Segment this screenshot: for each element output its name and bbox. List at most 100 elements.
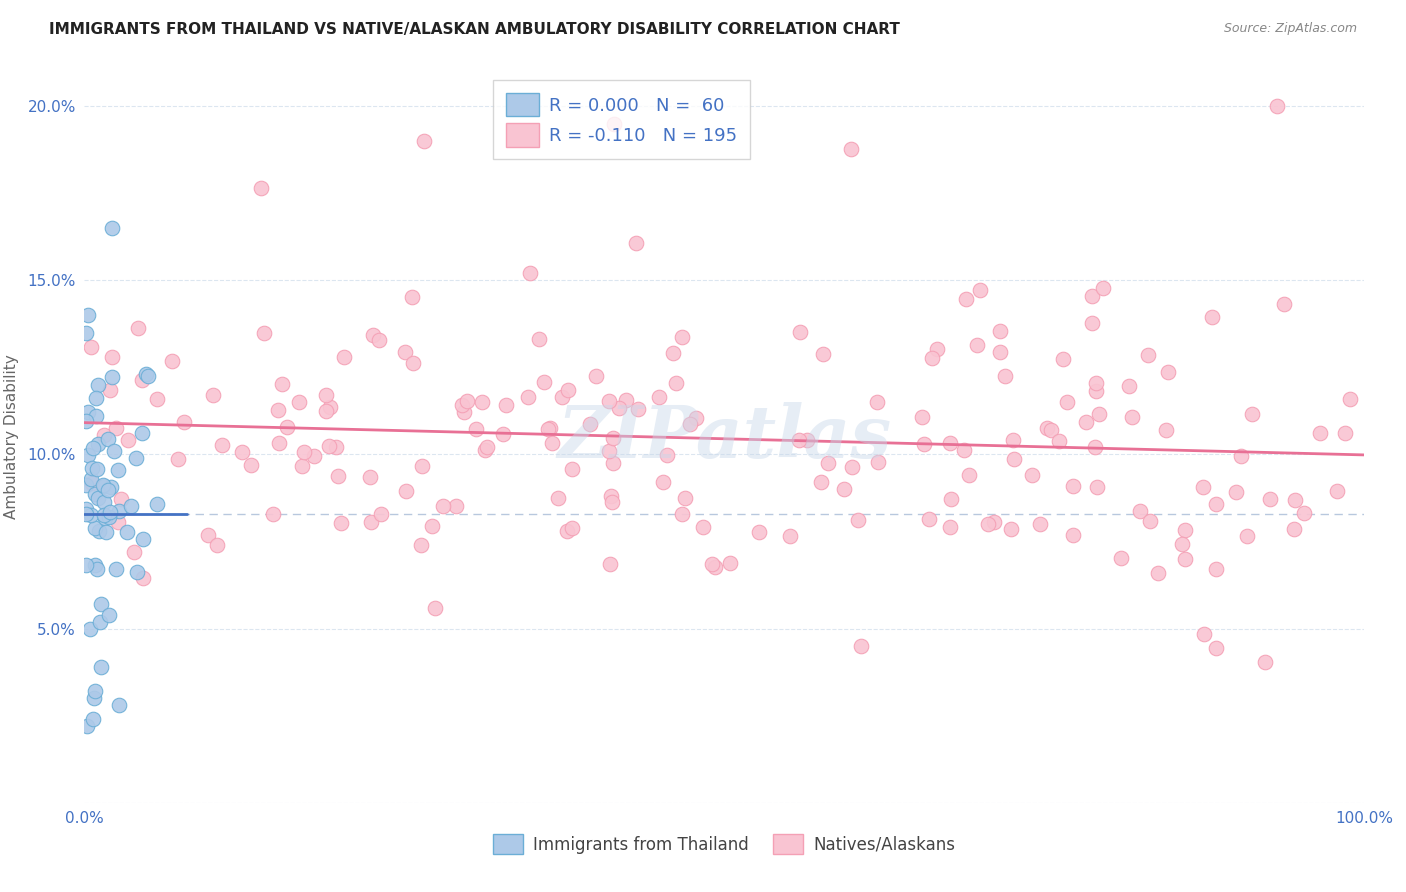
Point [82,712,104,726]
Point [84,521,107,535]
Point [1205,561,1227,575]
Point [370,507,392,521]
Point [966,338,988,352]
Point [585,368,607,383]
Point [80,475,103,490]
Point [360,515,382,529]
Point [718,556,741,570]
Point [1192,626,1215,640]
Point [557,383,579,397]
Point [1040,424,1063,438]
Point [1229,449,1251,463]
Point [97,432,120,446]
Point [519,267,541,281]
Point [167,452,190,467]
Point [318,400,340,414]
Point [132,570,155,584]
Point [561,462,583,476]
Point [977,516,1000,531]
Point [135,368,157,382]
Point [600,489,623,503]
Point [89,615,111,629]
Point [1085,480,1108,494]
Point [423,600,446,615]
Point [107,504,129,518]
Point [1205,497,1227,511]
Point [1339,392,1361,407]
Point [939,520,962,534]
Point [1225,484,1247,499]
Point [197,528,219,542]
Point [107,698,129,713]
Point [1121,410,1143,425]
Point [602,431,624,445]
Point [1001,433,1024,447]
Point [318,438,340,452]
Point [122,544,145,558]
Point [662,346,685,360]
Point [555,524,578,538]
Point [817,456,839,470]
Point [671,507,693,521]
Point [267,403,290,417]
Point [1029,517,1052,532]
Point [83,558,105,572]
Point [547,491,569,506]
Point [75,414,97,428]
Point [1240,407,1263,421]
Point [77,308,100,322]
Point [93,495,115,509]
Point [952,442,974,457]
Text: Source: ZipAtlas.com: Source: ZipAtlas.com [1223,22,1357,36]
Point [969,283,991,297]
Point [1201,310,1223,325]
Point [127,321,149,335]
Point [79,622,101,636]
Point [333,350,356,364]
Point [779,529,801,543]
Point [538,421,561,435]
Point [702,558,724,572]
Point [240,458,263,472]
Point [537,422,560,436]
Point [367,334,389,348]
Point [1109,550,1132,565]
Point [665,376,688,390]
Point [86,462,108,476]
Point [983,515,1005,529]
Point [361,328,384,343]
Point [291,459,314,474]
Point [411,538,433,552]
Point [550,390,572,404]
Point [921,351,943,365]
Point [231,444,253,458]
Point [1062,479,1084,493]
Point [1267,99,1289,113]
Point [86,391,108,405]
Point [651,475,673,489]
Point [1056,395,1078,409]
Point [75,326,97,340]
Point [453,404,475,418]
Point [115,524,138,539]
Point [600,495,623,509]
Point [811,347,834,361]
Point [1081,316,1104,330]
Point [474,443,496,458]
Point [1294,507,1316,521]
Point [609,401,631,415]
Y-axis label: Ambulatory Disability: Ambulatory Disability [4,355,20,519]
Point [1326,483,1348,498]
Point [145,392,167,407]
Point [75,558,97,573]
Point [839,142,862,156]
Point [703,559,725,574]
Point [1080,289,1102,303]
Point [100,370,122,384]
Point [1062,528,1084,542]
Point [91,477,114,491]
Point [955,292,977,306]
Point [1118,378,1140,392]
Point [131,373,153,387]
Point [692,520,714,534]
